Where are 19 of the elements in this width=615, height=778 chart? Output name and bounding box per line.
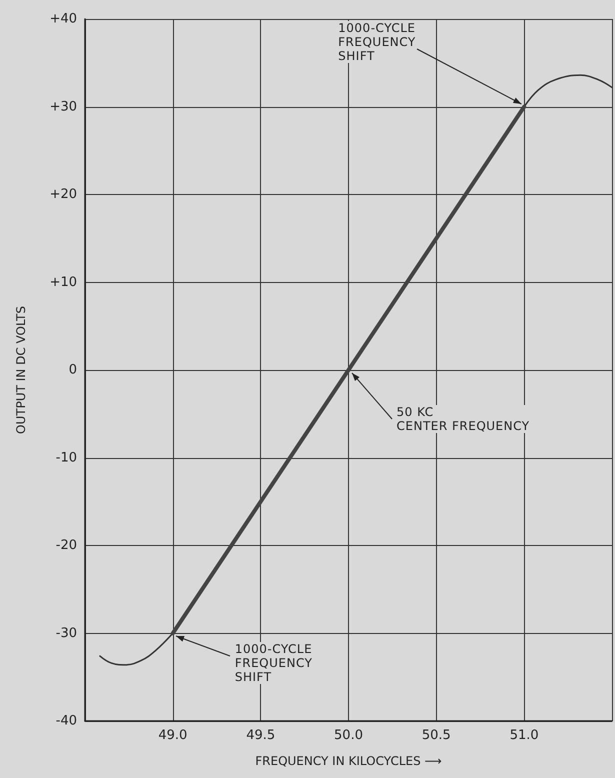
y-tick-label: +10: [50, 274, 77, 290]
annotation: 50 KC CENTER FREQUENCY: [396, 405, 531, 433]
y-tick-label: -30: [56, 626, 77, 641]
x-axis-title: FREQUENCY IN KILOCYCLES ⟶: [255, 754, 442, 768]
annotation: 1000-CYCLE FREQUENCY SHIFT: [337, 20, 417, 63]
annotation: 1000-CYCLE FREQUENCY SHIFT: [234, 642, 314, 684]
x-tick-label: 50.5: [422, 728, 451, 743]
x-tick-label: 49.0: [158, 728, 188, 743]
y-tick-label: +20: [50, 187, 77, 202]
y-axis-title: OUTPUT IN DC VOLTS: [14, 306, 28, 434]
y-tick-label: -40: [56, 714, 77, 728]
y-tick-label: 0: [68, 362, 77, 378]
y-tick-label: +40: [50, 12, 77, 26]
y-tick-label: -10: [56, 450, 77, 466]
x-tick-label: 49.5: [246, 728, 276, 743]
y-tick-label: +30: [50, 99, 77, 114]
x-tick-label: 51.0: [510, 728, 539, 743]
y-tick-label: -20: [56, 538, 77, 553]
x-tick-label: 50.0: [334, 728, 363, 743]
